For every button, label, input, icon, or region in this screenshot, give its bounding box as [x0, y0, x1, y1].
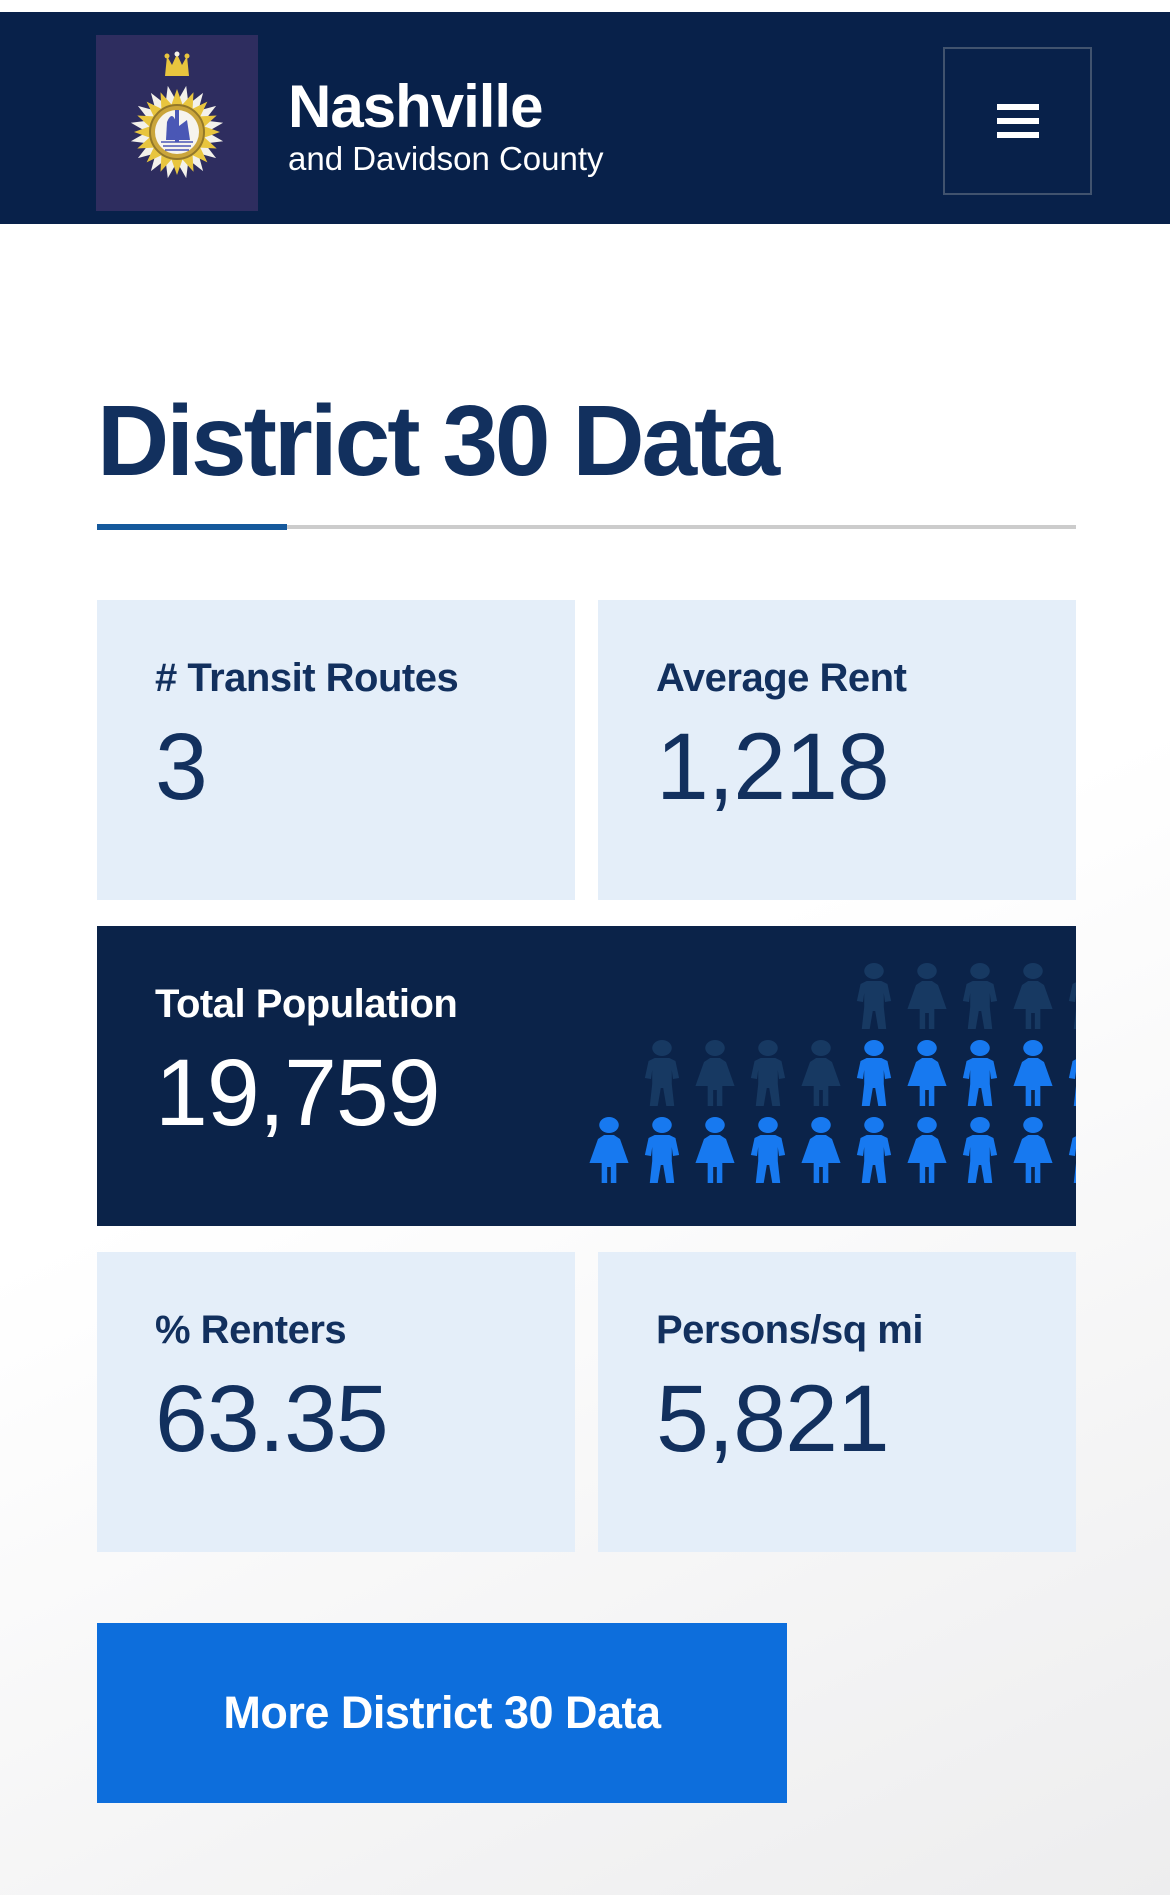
- stat-card-total-population: Total Population 19,759: [97, 926, 1076, 1226]
- nashville-seal-icon[interactable]: [96, 35, 258, 211]
- hamburger-icon: [996, 118, 1039, 124]
- stat-value: 3: [155, 714, 208, 820]
- stat-value: 19,759: [155, 1040, 441, 1146]
- nashville-seal-graphic: [130, 51, 224, 179]
- person-male-icon: [856, 1117, 892, 1183]
- stat-value: 5,821: [656, 1366, 890, 1472]
- person-male-icon: [644, 1040, 680, 1106]
- person-female-icon: [695, 1040, 735, 1106]
- person-female-icon: [1013, 1117, 1053, 1183]
- more-district-data-button[interactable]: More District 30 Data: [97, 1623, 787, 1803]
- population-pictograph: [97, 926, 1076, 1226]
- menu-button[interactable]: [943, 47, 1092, 195]
- stat-label: Persons/sq mi: [656, 1308, 923, 1352]
- person-male-icon: [856, 963, 892, 1029]
- stat-label: % Renters: [155, 1308, 347, 1352]
- person-male-icon: [644, 1117, 680, 1183]
- brand-subtitle: and Davidson County: [288, 140, 604, 177]
- stat-card-average-rent: Average Rent 1,218: [598, 600, 1076, 900]
- page-title: District 30 Data: [97, 385, 780, 497]
- person-female-icon: [1013, 1040, 1053, 1106]
- site-header: Nashville and Davidson County: [0, 12, 1170, 224]
- person-female-icon: [1013, 963, 1053, 1029]
- stat-label: Average Rent: [656, 656, 907, 700]
- person-male-icon: [962, 1040, 998, 1106]
- stat-label: # Transit Routes: [155, 656, 459, 700]
- person-female-icon: [589, 1117, 629, 1183]
- person-female-icon: [907, 963, 947, 1029]
- person-female-icon: [801, 1117, 841, 1183]
- person-male-icon: [856, 1040, 892, 1106]
- person-male-icon: [750, 1040, 786, 1106]
- brand: Nashville and Davidson County: [288, 72, 604, 177]
- divider-accent-segment: [97, 524, 287, 530]
- stat-label: Total Population: [155, 982, 458, 1026]
- person-male-icon: [962, 963, 998, 1029]
- person-male-icon: [1068, 1136, 1076, 1183]
- hamburger-icon: [996, 104, 1039, 110]
- divider-gray-segment: [97, 525, 1076, 529]
- stat-value: 1,218: [656, 714, 890, 820]
- person-female-icon: [907, 1040, 947, 1106]
- person-female-icon: [907, 1117, 947, 1183]
- stat-card-transit-routes: # Transit Routes 3: [97, 600, 575, 900]
- person-male-icon: [962, 1117, 998, 1183]
- person-male-icon: [1068, 1059, 1076, 1106]
- person-male-icon: [750, 1117, 786, 1183]
- title-divider: [97, 524, 1076, 530]
- stat-card-percent-renters: % Renters 63.35: [97, 1252, 575, 1552]
- person-female-icon: [801, 1040, 841, 1106]
- person-female-icon: [695, 1117, 735, 1183]
- brand-name: Nashville: [288, 73, 543, 140]
- stat-value: 63.35: [155, 1366, 389, 1472]
- stat-card-persons-per-sq-mi: Persons/sq mi 5,821: [598, 1252, 1076, 1552]
- hamburger-icon: [996, 132, 1039, 138]
- person-male-icon: [1068, 982, 1076, 1029]
